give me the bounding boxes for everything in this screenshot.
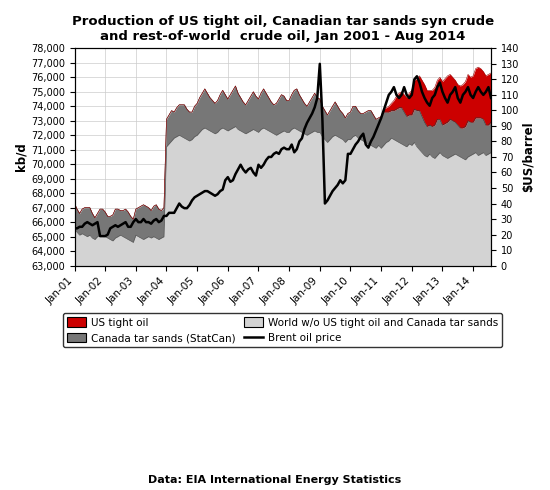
Y-axis label: $US/barrel: $US/barrel xyxy=(522,122,535,192)
Title: Production of US tight oil, Canadian tar sands syn crude
and rest-of-world  crud: Production of US tight oil, Canadian tar… xyxy=(72,15,494,43)
Legend: US tight oil, Canada tar sands (StatCan), World w/o US tight oil and Canada tar : US tight oil, Canada tar sands (StatCan)… xyxy=(63,313,503,347)
Text: Data: EIA International Energy Statistics: Data: EIA International Energy Statistic… xyxy=(148,475,402,485)
Y-axis label: kb/d: kb/d xyxy=(15,143,28,172)
